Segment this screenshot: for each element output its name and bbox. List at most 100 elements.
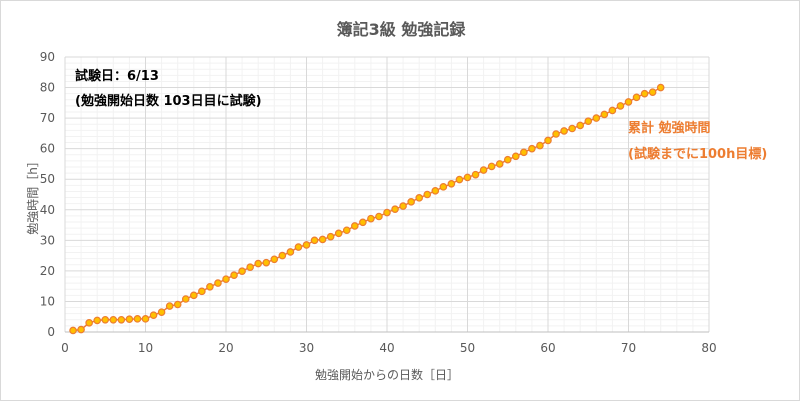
data-point [93, 316, 102, 325]
data-point [511, 152, 520, 161]
data-point [503, 155, 512, 164]
data-point [310, 236, 319, 245]
data-point [149, 311, 158, 319]
annotation-exam-day-note: (勉強開始日数 103日目に試験) [75, 93, 262, 109]
y-axis-ticks: 0 10 20 30 40 50 60 70 80 90 [40, 50, 55, 339]
data-point [125, 315, 134, 323]
data-point [278, 251, 287, 260]
data-point [568, 124, 576, 133]
data-point [592, 114, 601, 122]
data-point [560, 127, 568, 135]
data-point [471, 170, 480, 179]
data-point [190, 291, 198, 300]
data-point [77, 325, 85, 334]
data-point [109, 315, 118, 324]
data-point [391, 205, 399, 213]
data-point [648, 88, 657, 96]
data-point [544, 136, 552, 145]
data-point [214, 279, 222, 287]
data-point [608, 106, 617, 115]
data-point [198, 287, 206, 296]
x-axis-title: 勉強開始からの日数［日］ [315, 367, 459, 382]
data-point [69, 326, 77, 335]
annotation-exam-date: 試験日：6/13 [75, 68, 159, 84]
data-point [463, 173, 472, 182]
y-tick-label: 50 [40, 172, 55, 186]
data-point [270, 255, 279, 264]
data-point [206, 282, 214, 291]
x-tick-label: 30 [299, 341, 314, 355]
data-point [439, 183, 448, 191]
data-point [326, 232, 335, 241]
annotation-series-label: 累計 勉強時間 [628, 120, 711, 136]
y-tick-label: 0 [47, 325, 55, 339]
y-tick-label: 80 [40, 81, 55, 95]
data-point [640, 89, 649, 98]
x-tick-label: 40 [379, 341, 394, 355]
data-point [536, 141, 544, 150]
x-tick-label: 50 [460, 341, 475, 355]
data-point [383, 208, 391, 217]
data-point [117, 315, 126, 324]
x-tick-label: 0 [61, 341, 69, 355]
data-point [254, 259, 263, 268]
data-point [495, 160, 504, 168]
x-tick-label: 60 [540, 341, 555, 355]
data-point [375, 212, 383, 221]
data-point [157, 308, 166, 316]
data-point [238, 267, 246, 275]
chart-title: 簿記3級 勉強記録 [337, 20, 467, 39]
data-point [246, 263, 254, 272]
data-point [415, 194, 424, 202]
data-point [455, 175, 464, 184]
y-axis-title: 勉強時間［h］ [26, 155, 40, 235]
data-point [423, 190, 432, 199]
y-tick-label: 60 [40, 142, 55, 156]
annotation-target-note: (試験までに100h目標) [628, 146, 767, 162]
data-point [520, 148, 528, 157]
data-point [528, 144, 536, 153]
data-point [624, 98, 633, 106]
data-point [487, 162, 496, 171]
data-point [576, 121, 585, 130]
data-point [133, 315, 142, 323]
data-point [656, 83, 665, 92]
data-point [632, 93, 641, 102]
data-point [600, 110, 609, 119]
data-point [616, 102, 625, 110]
data-point [230, 271, 238, 279]
data-point [294, 243, 303, 251]
data-point [141, 315, 150, 323]
data-point [479, 166, 488, 174]
data-point [552, 130, 560, 138]
y-tick-label: 10 [40, 294, 55, 308]
y-tick-label: 40 [40, 203, 55, 217]
y-tick-label: 90 [40, 50, 55, 64]
data-point [399, 202, 407, 210]
data-point [302, 241, 311, 249]
data-point [431, 187, 440, 195]
data-point [350, 222, 359, 230]
x-axis-ticks: 0 10 20 30 40 50 60 70 80 [61, 341, 716, 355]
data-point [584, 117, 593, 125]
data-point [181, 295, 190, 303]
x-tick-label: 10 [138, 341, 153, 355]
data-point [173, 300, 182, 309]
x-tick-label: 80 [701, 341, 716, 355]
data-point [334, 229, 343, 238]
data-point [447, 180, 456, 188]
y-tick-label: 30 [40, 233, 55, 247]
data-point [222, 275, 230, 283]
data-point [85, 319, 93, 327]
y-tick-label: 20 [40, 264, 55, 278]
grid-lines [64, 56, 710, 333]
data-point [407, 198, 415, 206]
data-point [262, 258, 271, 267]
data-point [342, 226, 351, 235]
data-point [286, 248, 295, 256]
y-tick-label: 70 [40, 111, 55, 125]
x-tick-label: 20 [218, 341, 233, 355]
data-point [165, 302, 174, 310]
